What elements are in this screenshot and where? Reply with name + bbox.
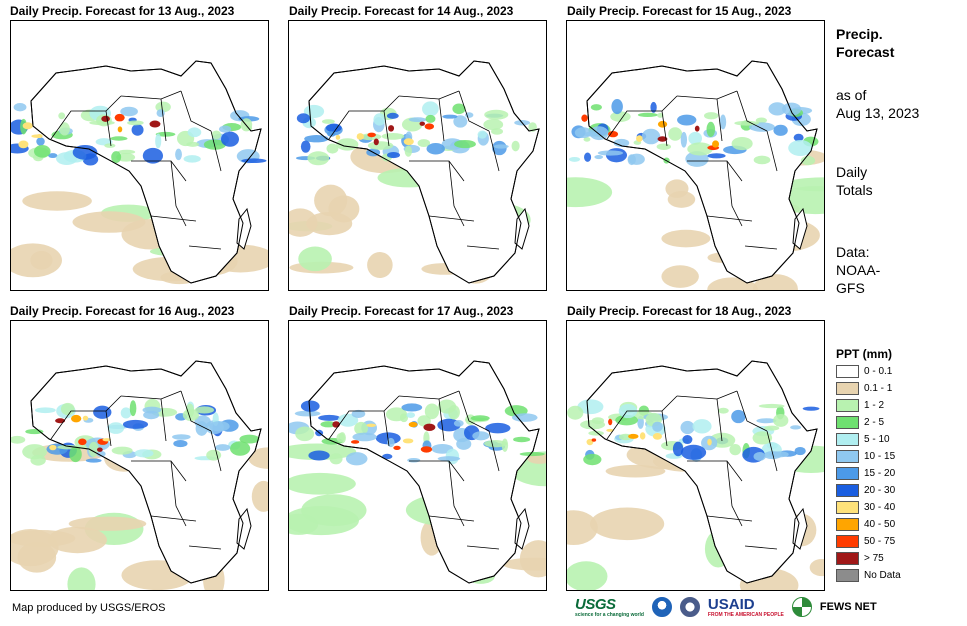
sidebar-title: Precip. Forecast [836,25,894,61]
legend-swatch [836,399,859,412]
legend-swatch [836,552,859,565]
legend-label: 2 - 5 [864,417,885,428]
fewsnet-logo-text: FEWS NET [819,601,877,613]
sidebar-totals-line2: Totals [836,182,873,198]
legend-swatch [836,535,859,548]
legend-item: 15 - 20 [836,466,895,481]
panel-title-6: Daily Precip. Forecast for 18 Aug., 2023 [567,304,792,318]
legend-label: 10 - 15 [864,451,896,462]
legend-item: 1 - 2 [836,398,884,413]
legend-item: No Data [836,568,901,583]
legend-label: 20 - 30 [864,485,896,496]
legend-item: 50 - 75 [836,534,895,549]
legend-swatch [836,484,859,497]
sidebar-totals-line1: Daily [836,164,868,180]
sidebar-title-line1: Precip. [836,26,883,42]
legend-item: 30 - 40 [836,500,895,515]
legend-item: 10 - 15 [836,449,895,464]
legend-label: 1 - 2 [864,400,885,411]
legend-label: 0.1 - 1 [864,383,893,394]
legend-item: 0.1 - 1 [836,381,892,396]
legend-swatch [836,365,859,378]
dos-seal-icon [679,597,700,617]
sidebar-data-source: Data: NOAA- GFS [836,243,880,297]
usaid-logo-text: USAID [707,596,755,613]
legend-label: No Data [864,570,901,581]
legend-item: 2 - 5 [836,415,884,430]
footer-credit: Map produced by USGS/EROS [12,602,166,614]
usgs-logo-text: USGS [575,596,616,613]
sidebar-asof-line1: as of [836,87,867,103]
legend-swatch [836,501,859,514]
sidebar-asof-date: Aug 13, 2023 [836,105,920,121]
legend-swatch [836,518,859,531]
usaid-logo: USAID FROM THE AMERICAN PEOPLE [708,596,784,618]
legend-label: 50 - 75 [864,536,896,547]
sidebar-data-line1: Data: [836,244,870,260]
sidebar-data-line2: NOAA- [836,262,881,278]
panel-title-1: Daily Precip. Forecast for 13 Aug., 2023 [10,4,235,18]
panel-title-3: Daily Precip. Forecast for 15 Aug., 2023 [567,4,792,18]
usgs-logo-tagline: science for a changing world [575,612,644,618]
legend-label: 15 - 20 [864,468,896,479]
forecast-map-4 [10,320,269,591]
panel-title-2: Daily Precip. Forecast for 14 Aug., 2023 [289,4,514,18]
legend-title: PPT (mm) [836,347,893,361]
legend-label: 0 - 0.1 [864,366,893,377]
sidebar-totals: Daily Totals [836,163,873,199]
legend-swatch [836,433,859,446]
legend-label: 40 - 50 [864,519,896,530]
sidebar-asof: as of Aug 13, 2023 [836,86,919,122]
legend-item: 5 - 10 [836,432,890,447]
legend-label: 5 - 10 [864,434,890,445]
legend-swatch [836,450,859,463]
legend-item: 20 - 30 [836,483,895,498]
legend-swatch [836,467,859,480]
forecast-map-5 [288,320,547,591]
legend-swatch [836,382,859,395]
forecast-map-2 [288,20,547,291]
noaa-logo-icon [651,597,672,617]
panel-title-4: Daily Precip. Forecast for 16 Aug., 2023 [10,304,235,318]
sidebar-data-line3: GFS [836,280,865,296]
legend-item: 40 - 50 [836,517,895,532]
fewsnet-logo-icon [791,597,812,617]
legend-label: > 75 [864,553,884,564]
legend-swatch [836,416,859,429]
legend-item: > 75 [836,551,884,566]
legend-label: 30 - 40 [864,502,896,513]
usaid-logo-tagline: FROM THE AMERICAN PEOPLE [707,612,784,618]
usgs-logo: USGS science for a changing world [575,596,644,618]
forecast-map-1 [10,20,269,291]
forecast-map-6 [566,320,825,591]
logo-bar: USGS science for a changing world USAID … [575,596,877,618]
panel-title-5: Daily Precip. Forecast for 17 Aug., 2023 [289,304,514,318]
legend-swatch [836,569,859,582]
legend-item: 0 - 0.1 [836,364,892,379]
forecast-map-3 [566,20,825,291]
sidebar-title-line2: Forecast [836,44,895,60]
